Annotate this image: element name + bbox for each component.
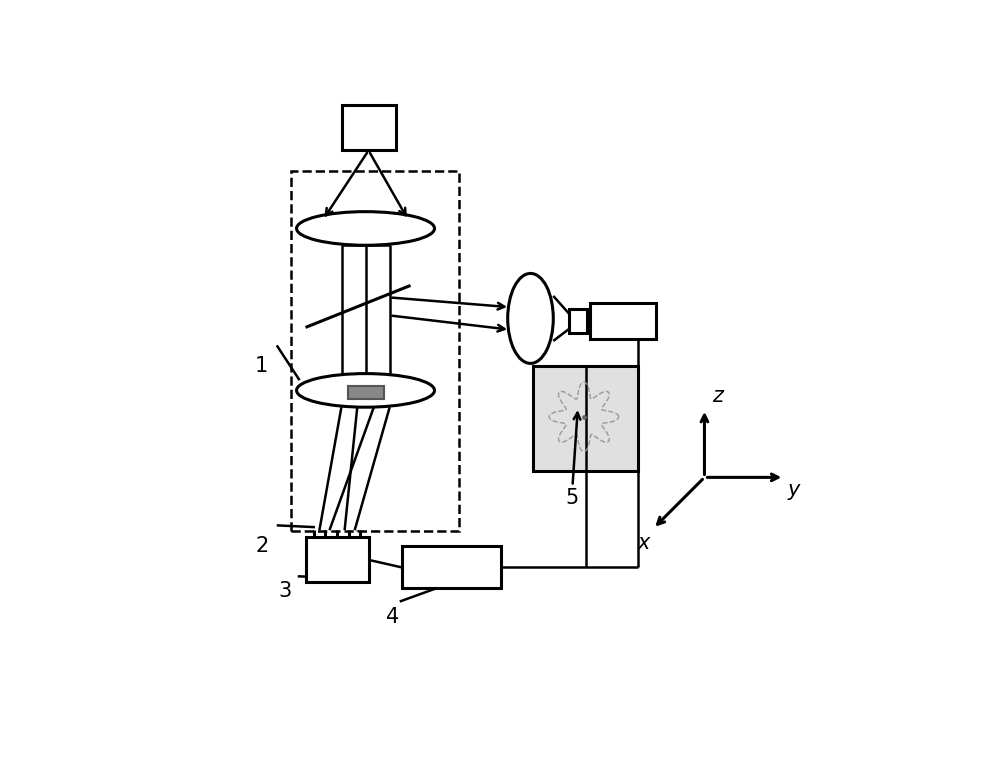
- Bar: [306, 538, 369, 583]
- Text: 1: 1: [255, 357, 268, 376]
- Text: x: x: [638, 533, 650, 553]
- Bar: [590, 304, 656, 340]
- Ellipse shape: [297, 374, 435, 407]
- Bar: [291, 171, 459, 531]
- Bar: [569, 309, 587, 333]
- Text: 4: 4: [386, 607, 399, 626]
- Text: 2: 2: [255, 537, 268, 556]
- Bar: [533, 366, 638, 471]
- Bar: [402, 546, 501, 588]
- Text: y: y: [787, 481, 799, 500]
- Ellipse shape: [297, 212, 435, 245]
- Text: 5: 5: [566, 488, 579, 509]
- Bar: [342, 105, 396, 150]
- Text: 3: 3: [278, 581, 291, 601]
- Bar: [348, 386, 384, 400]
- Ellipse shape: [508, 273, 553, 363]
- Text: z: z: [712, 386, 723, 406]
